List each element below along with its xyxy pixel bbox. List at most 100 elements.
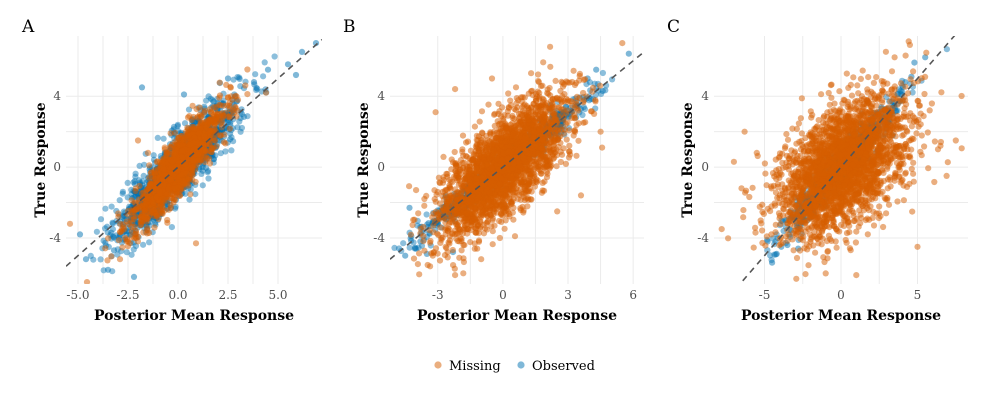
point-observed bbox=[186, 196, 193, 203]
point-missing bbox=[461, 242, 468, 249]
point-missing bbox=[210, 116, 217, 123]
point-missing bbox=[495, 100, 502, 107]
point-missing bbox=[137, 222, 144, 229]
point-observed bbox=[141, 161, 148, 168]
point-missing bbox=[221, 131, 228, 138]
point-observed bbox=[205, 167, 212, 174]
point-observed bbox=[139, 178, 146, 185]
point-missing bbox=[442, 219, 449, 226]
point-missing bbox=[175, 176, 182, 183]
point-observed bbox=[579, 111, 586, 119]
point-missing bbox=[575, 137, 582, 144]
point-missing bbox=[158, 210, 166, 217]
point-missing bbox=[134, 137, 142, 144]
point-missing bbox=[475, 237, 483, 244]
point-observed bbox=[104, 229, 111, 236]
point-observed bbox=[174, 123, 181, 130]
point-observed bbox=[182, 190, 189, 197]
x-tick-label: -2.5 bbox=[116, 288, 139, 302]
x-tick-label: 0.0 bbox=[168, 288, 187, 302]
point-observed bbox=[108, 229, 115, 236]
point-missing bbox=[223, 81, 230, 88]
point-missing bbox=[427, 237, 434, 245]
point-missing bbox=[504, 108, 511, 115]
point-missing bbox=[104, 257, 111, 264]
point-observed bbox=[237, 128, 244, 135]
point-missing bbox=[186, 141, 194, 148]
point-missing bbox=[108, 253, 115, 260]
point-missing bbox=[440, 153, 447, 160]
panel-label: A bbox=[21, 17, 35, 37]
point-observed bbox=[130, 273, 138, 280]
point-missing bbox=[535, 71, 542, 78]
point-observed bbox=[236, 74, 243, 81]
points bbox=[66, 40, 320, 284]
point-observed bbox=[625, 50, 632, 57]
point-observed bbox=[237, 83, 244, 90]
point-missing bbox=[153, 211, 160, 218]
point-observed bbox=[425, 220, 432, 227]
point-observed bbox=[228, 134, 235, 141]
point-observed bbox=[97, 216, 105, 223]
point-missing bbox=[172, 146, 179, 153]
point-missing bbox=[502, 217, 509, 224]
point-missing bbox=[566, 142, 573, 149]
point-observed bbox=[205, 93, 212, 100]
point-missing bbox=[543, 168, 550, 175]
point-observed bbox=[82, 256, 90, 263]
point-observed bbox=[203, 97, 210, 104]
point-observed bbox=[93, 228, 100, 235]
point-observed bbox=[264, 66, 272, 73]
point-missing bbox=[459, 146, 466, 153]
point-observed bbox=[227, 130, 234, 137]
point-observed bbox=[97, 256, 104, 263]
reference-line bbox=[66, 38, 322, 267]
point-missing bbox=[151, 224, 158, 231]
point-observed bbox=[609, 76, 616, 83]
point-missing bbox=[203, 124, 210, 131]
point-observed bbox=[244, 113, 251, 120]
point-missing bbox=[216, 94, 223, 101]
point-missing bbox=[244, 91, 251, 98]
point-missing bbox=[116, 256, 124, 263]
point-observed bbox=[108, 203, 115, 210]
x-axis-title: Posterior Mean Response bbox=[94, 308, 294, 324]
point-missing bbox=[450, 262, 457, 269]
point-missing bbox=[171, 191, 178, 198]
point-observed bbox=[150, 152, 157, 159]
point-missing bbox=[242, 82, 249, 89]
point-observed bbox=[253, 84, 260, 91]
point-observed bbox=[132, 170, 139, 177]
point-observed bbox=[110, 234, 118, 241]
point-observed bbox=[599, 69, 607, 77]
point-missing bbox=[115, 213, 122, 220]
point-missing bbox=[563, 136, 570, 143]
point-missing bbox=[410, 216, 417, 223]
point-missing bbox=[144, 149, 152, 156]
point-missing bbox=[142, 200, 149, 207]
point-observed bbox=[400, 240, 407, 247]
point-observed bbox=[271, 53, 278, 60]
y-axis-title: True Response bbox=[33, 102, 49, 217]
point-observed bbox=[76, 231, 84, 238]
point-missing bbox=[105, 235, 112, 242]
point-missing bbox=[226, 105, 234, 112]
point-missing bbox=[415, 210, 422, 217]
point-missing bbox=[206, 141, 213, 148]
point-missing bbox=[194, 114, 201, 121]
point-missing bbox=[421, 247, 428, 254]
point-missing bbox=[449, 246, 456, 254]
point-observed bbox=[406, 244, 413, 251]
point-observed bbox=[234, 124, 241, 131]
point-observed bbox=[130, 179, 137, 186]
point-missing bbox=[161, 146, 168, 153]
point-observed bbox=[292, 71, 300, 79]
point-observed bbox=[116, 197, 123, 204]
point-observed bbox=[379, 257, 385, 263]
point-observed bbox=[124, 179, 131, 186]
point-missing bbox=[201, 130, 208, 138]
point-missing bbox=[165, 206, 172, 213]
point-observed bbox=[102, 239, 109, 246]
point-observed bbox=[312, 40, 320, 47]
point-observed bbox=[170, 123, 178, 130]
